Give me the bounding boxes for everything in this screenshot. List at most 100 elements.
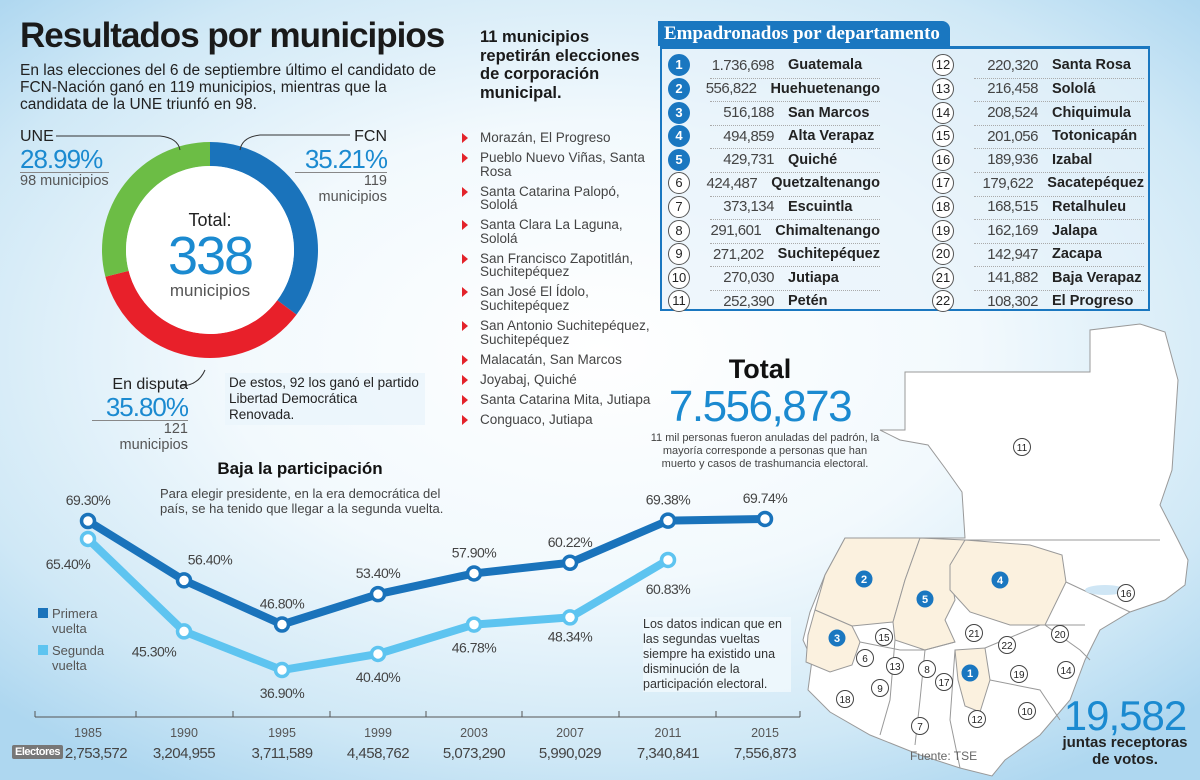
rank-badge: 3	[668, 101, 690, 124]
data-point	[369, 585, 387, 603]
row-value: 494,859	[723, 127, 774, 145]
row-name: Suchitepéquez	[777, 246, 880, 263]
row-value: 108,302	[987, 292, 1038, 310]
row-value: 142,947	[987, 245, 1038, 263]
map-marker-label: 18	[839, 695, 851, 706]
map-marker	[828, 629, 846, 647]
map-marker-label: 3	[834, 633, 840, 645]
repeat-list-item: San José El Ídolo, Suchitepéquez	[462, 285, 652, 312]
total-value: 7.556,873	[668, 382, 853, 431]
data-label: 69.74%	[743, 490, 788, 506]
map-marker	[875, 628, 893, 646]
bullet-triangle-icon	[462, 220, 468, 231]
donut-slice-disputa	[105, 270, 297, 359]
row-value: 556,822	[705, 80, 757, 98]
data-point	[273, 661, 291, 679]
rank-badge: 20	[932, 243, 954, 266]
row-name: Sacatepéquez	[1047, 175, 1144, 192]
map-marker-label: 14	[1060, 666, 1072, 677]
row-name: Zacapa	[1052, 246, 1102, 263]
rank-badge: 7	[668, 195, 690, 218]
data-point	[175, 623, 193, 640]
data-point	[273, 616, 291, 633]
map-marker	[911, 717, 929, 735]
data-label: 45.30%	[132, 643, 177, 659]
data-label: 46.80%	[260, 596, 305, 612]
row-value: 373,134	[723, 198, 774, 216]
total-note: 11 mil personas fueron anuladas del padr…	[650, 432, 880, 470]
row-divider	[710, 101, 880, 103]
row-divider	[974, 219, 1144, 221]
repeat-list-item: Santa Catarina Palopó, Sololá	[462, 185, 652, 212]
row-name: Sololá	[1052, 80, 1096, 97]
table-row: 11 252,390 Petén	[668, 288, 880, 315]
map-marker	[916, 590, 934, 608]
une-arrow-icon	[56, 135, 181, 151]
data-label: 46.78%	[452, 640, 497, 656]
electores-value: 3,204,955	[152, 745, 216, 762]
repeat-list-item: Santa Catarina Mita, Jutiapa	[462, 393, 652, 407]
row-divider	[974, 124, 1144, 126]
table-row: 10 270,030 Jutiapa	[668, 264, 880, 292]
rank-badge: 4	[668, 125, 690, 148]
row-name: Retalhuleu	[1052, 198, 1127, 215]
disputa-note: De estos, 92 los ganó el partido Liberta…	[225, 373, 425, 425]
row-name: Jutiapa	[788, 269, 839, 286]
bullet-triangle-icon	[462, 394, 468, 405]
map-marker	[1018, 702, 1036, 720]
row-divider	[710, 242, 880, 244]
row-name: Baja Verapaz	[1052, 269, 1142, 286]
rank-badge: 14	[932, 101, 954, 124]
legend-swatch-primera	[38, 608, 48, 618]
table-row: 4 494,859 Alta Verapaz	[668, 123, 880, 150]
map-marker	[856, 649, 874, 667]
line-chart: 65.40% 45.30% 36.90% 40.40% 46.78% 48.34% 60.8…	[34, 490, 801, 718]
electores-value: 3,711,589	[251, 745, 313, 762]
chart-subtitle: Para elegir presidente, en la era democr…	[160, 486, 444, 516]
data-label: 60.83%	[646, 581, 691, 597]
data-point	[659, 512, 677, 529]
empadronados-table: 1 1.736,698 Guatemala 2 556,822 Huehuetenango…	[660, 46, 1150, 313]
map-marker-label: 17	[938, 678, 950, 689]
electores-value: 4,458,762	[346, 745, 410, 762]
row-name: Huehuetenango	[770, 80, 880, 97]
disputa-mun: 121 municipios	[119, 421, 189, 453]
x-tick-label: 1995	[268, 726, 296, 740]
intro-text: En las elecciones del 6 de septiembre úl…	[20, 62, 437, 113]
dept-border	[1065, 581, 1131, 613]
row-value: 216,458	[987, 80, 1038, 98]
map-marker-label: 8	[924, 665, 930, 676]
repeat-list-item: Joyabaj, Quiché	[462, 373, 652, 387]
row-name: Petén	[788, 293, 828, 310]
row-value: 429,731	[723, 151, 774, 169]
rank-badge: 16	[932, 148, 954, 171]
donut-chart	[101, 142, 319, 359]
fcn-label: FCN	[354, 128, 387, 145]
map-marker-label: 11	[1017, 443, 1028, 454]
rank-badge: 19	[932, 219, 954, 242]
table-row: 12 220,320 Santa Rosa	[932, 52, 1144, 79]
rank-badge: 6	[668, 172, 690, 195]
table-row: 15 201,056 Totonicapán	[932, 123, 1144, 150]
table-title: Empadronados por departamento	[658, 21, 950, 46]
data-point	[465, 565, 483, 582]
repeat-item-text: Santa Catarina Palopó, Sololá	[480, 183, 620, 213]
repeat-item-text: Morazán, El Progreso	[480, 130, 611, 145]
row-divider	[710, 219, 880, 221]
map-marker-label: 7	[917, 722, 923, 733]
x-tick-label: 2003	[460, 726, 488, 740]
table-row: 18 168,515 Retalhuleu	[932, 194, 1144, 221]
table-row: 2 556,822 Huehuetenango	[668, 76, 880, 103]
rank-badge: 18	[932, 195, 954, 218]
bullet-triangle-icon	[462, 186, 468, 197]
page-title: Resultados por municipios	[20, 16, 445, 55]
row-divider	[710, 266, 880, 268]
map-marker	[836, 690, 854, 708]
map-marker-label: 21	[968, 629, 980, 640]
table-row: 20 142,947 Zacapa	[932, 241, 1144, 268]
row-divider	[974, 172, 1144, 174]
chart-note: Los datos indican que en las segundas vu…	[643, 617, 791, 692]
map-marker	[918, 660, 936, 678]
row-value: 208,524	[987, 104, 1038, 122]
